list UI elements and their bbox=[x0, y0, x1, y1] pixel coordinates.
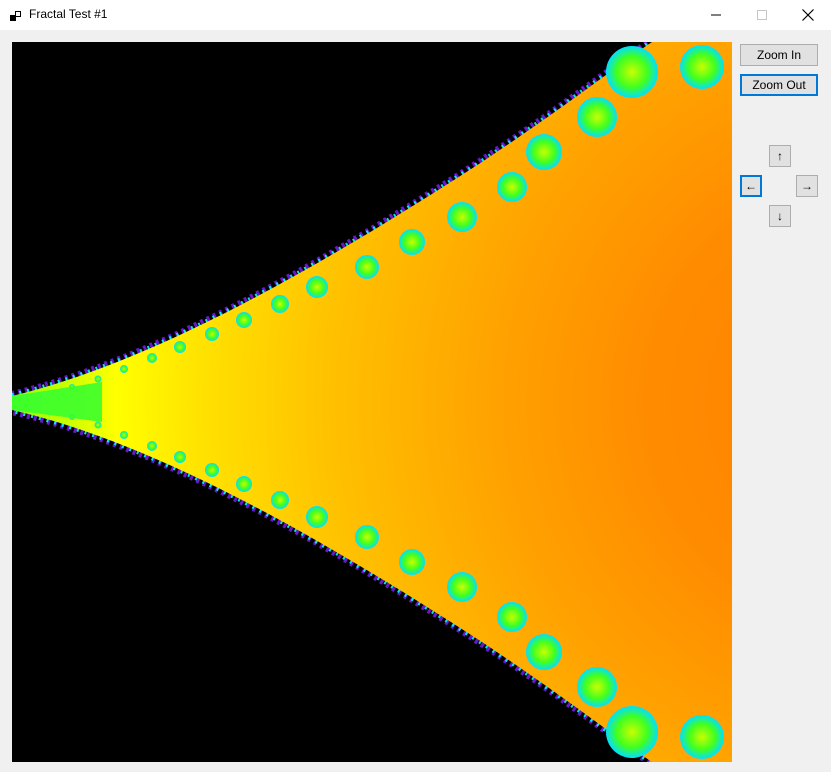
pan-right-button[interactable]: → bbox=[796, 175, 818, 197]
minimize-button[interactable] bbox=[693, 0, 739, 30]
maximize-icon bbox=[757, 10, 767, 20]
fractal-canvas[interactable] bbox=[12, 42, 732, 762]
app-icon bbox=[10, 9, 22, 21]
title-bar: Fractal Test #1 bbox=[0, 0, 831, 30]
pan-up-button[interactable]: ↑ bbox=[769, 145, 791, 167]
window-title: Fractal Test #1 bbox=[29, 7, 108, 21]
minimize-icon bbox=[711, 14, 721, 16]
zoom-in-button[interactable]: Zoom In bbox=[740, 44, 818, 66]
pan-left-button[interactable]: ← bbox=[740, 175, 762, 197]
zoom-out-button[interactable]: Zoom Out bbox=[740, 74, 818, 96]
close-icon bbox=[802, 9, 814, 21]
close-button[interactable] bbox=[785, 0, 831, 30]
maximize-button[interactable] bbox=[739, 0, 785, 30]
pan-down-button[interactable]: ↓ bbox=[769, 205, 791, 227]
